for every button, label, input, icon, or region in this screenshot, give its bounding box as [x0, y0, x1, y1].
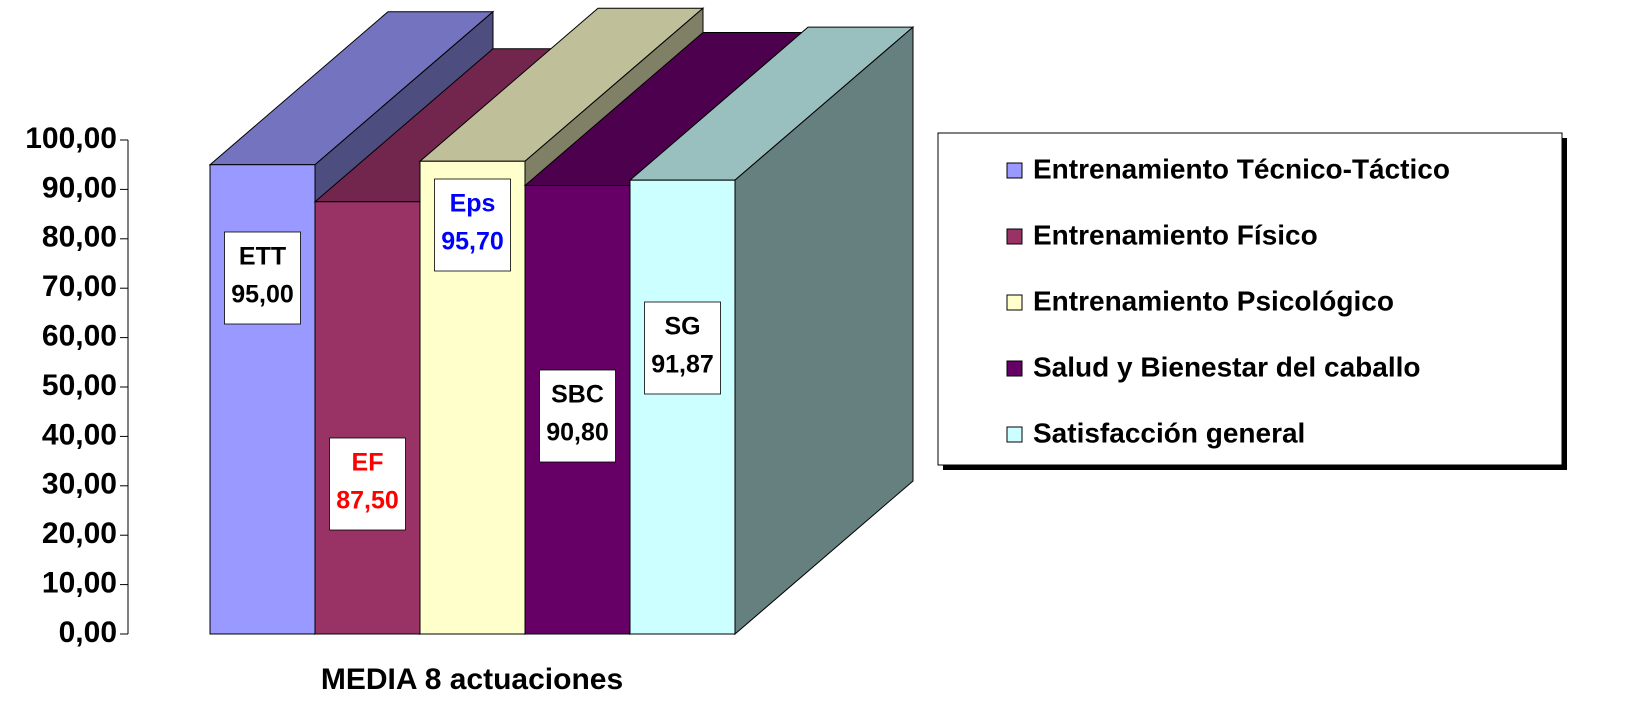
data-label-name: ETT [239, 243, 286, 271]
legend-box [937, 132, 1563, 466]
legend-label: Salud y Bienestar del caballo [1033, 351, 1420, 382]
legend-swatch [1006, 228, 1023, 245]
data-label-name: Eps [450, 190, 496, 218]
y-tick-label: 80,00 [42, 221, 117, 254]
data-label: 95,70 [441, 228, 504, 256]
data-label-box [644, 301, 721, 395]
data-label-box [434, 178, 511, 272]
category-label: MEDIA 8 actuaciones [321, 663, 623, 696]
y-tick-label: 30,00 [42, 468, 117, 501]
legend-label: Entrenamiento Físico [1033, 219, 1318, 250]
data-label: 90,80 [546, 419, 609, 447]
data-label: 91,87 [651, 351, 714, 379]
legend-swatch [1006, 360, 1023, 377]
data-label-box [329, 437, 406, 531]
data-label-box [539, 369, 616, 463]
bar [314, 201, 421, 635]
y-tick-label: 50,00 [42, 369, 117, 402]
legend-label: Entrenamiento Psicológico [1033, 285, 1394, 316]
bar [629, 179, 736, 635]
y-tick-label: 60,00 [42, 320, 117, 353]
y-tick-label: 10,00 [42, 567, 117, 600]
y-tick-label: 100,00 [25, 122, 117, 155]
data-label-name: SG [664, 313, 700, 341]
y-tick-label: 70,00 [42, 270, 117, 303]
data-label: 87,50 [336, 487, 399, 515]
data-label-name: EF [352, 449, 384, 477]
legend-swatch [1006, 426, 1023, 443]
data-label-name: SBC [551, 381, 604, 409]
legend-label: Satisfacción general [1033, 417, 1305, 448]
legend-swatch [1006, 162, 1023, 179]
y-tick-label: 20,00 [42, 517, 117, 550]
y-tick-label: 0,00 [59, 616, 117, 649]
y-tick-label: 40,00 [42, 418, 117, 451]
data-label: 95,00 [231, 281, 294, 309]
legend-swatch [1006, 294, 1023, 311]
legend-label: Entrenamiento Técnico-Táctico [1033, 153, 1450, 184]
data-label-box [224, 231, 301, 325]
y-tick-label: 90,00 [42, 171, 117, 204]
